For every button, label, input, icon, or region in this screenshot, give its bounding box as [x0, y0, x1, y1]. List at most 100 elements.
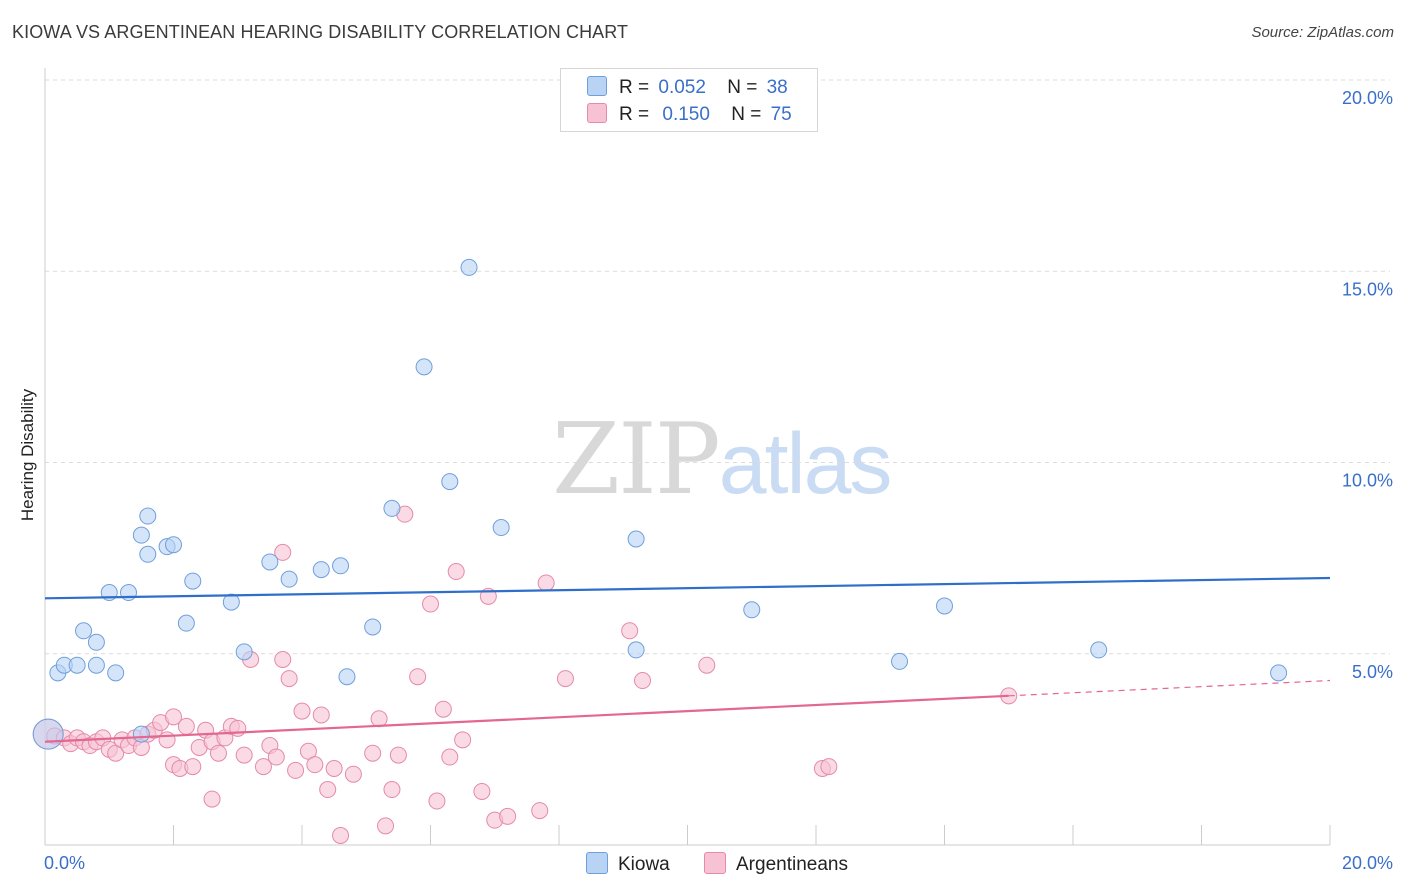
y-tick-label: 15.0% [1342, 279, 1393, 299]
kiowa-point [139, 507, 157, 525]
kiowa-point [132, 526, 150, 544]
argentineans-point [280, 670, 298, 688]
argentineans-point [820, 758, 838, 776]
kiowa-point [280, 570, 298, 588]
kiowa-point [261, 553, 279, 571]
argentineans-point [203, 790, 221, 808]
legend-n-value: 75 [770, 104, 792, 125]
argentineans-point [229, 719, 247, 737]
bottom-legend-kiowa-label: Kiowa [618, 854, 670, 875]
argentineans-point [441, 748, 459, 766]
argentineans-swatch [704, 852, 726, 874]
argentineans-point [267, 748, 285, 766]
argentineans-trend-line [44, 694, 1009, 743]
argentineans-point [274, 543, 292, 561]
argentineans-point [287, 761, 305, 779]
kiowa-swatch [586, 852, 608, 874]
argentineans-point [556, 670, 574, 688]
argentineans-point [177, 717, 195, 735]
legend-r-value: 0.150 [662, 104, 710, 125]
kiowa-point [627, 641, 645, 659]
argentineans-point [254, 758, 272, 776]
argentineans-point [312, 706, 330, 724]
x-tick-label: 20.0% [1342, 853, 1393, 873]
kiowa-point [165, 536, 182, 554]
y-axis-label: Hearing Disability [18, 388, 37, 522]
stats-legend: R = 0.052 N = 38 R = 0.150 N = 75 [560, 68, 818, 132]
argentineans-point [499, 807, 517, 825]
kiowa-point [1270, 664, 1288, 682]
argentineans-point [621, 622, 639, 640]
axes [44, 68, 1331, 846]
kiowa-point [338, 668, 356, 686]
kiowa-point [235, 643, 253, 661]
argentineans-point [158, 731, 176, 749]
kiowa-point [75, 622, 93, 640]
argentineans-point [454, 731, 472, 749]
argentineans-swatch [587, 103, 607, 123]
argentineans-point [634, 672, 652, 690]
kiowa-point [184, 572, 202, 590]
watermark-zip: ZIP [552, 403, 721, 517]
kiowa-point [139, 545, 157, 563]
chart-title: KIOWA VS ARGENTINEAN HEARING DISABILITY … [12, 22, 629, 42]
argentineans-point [447, 563, 465, 581]
bottom-legend-kiowa: Kiowa [586, 852, 670, 876]
argentineans-points [32, 505, 1018, 844]
argentineans-point [165, 708, 182, 726]
argentineans-trend-extension [1008, 679, 1331, 697]
argentineans-point [184, 758, 202, 776]
y-tick-label: 20.0% [1342, 88, 1393, 108]
watermark-atlas: atlas [718, 416, 893, 512]
legend-n-value: 38 [766, 77, 788, 98]
kiowa-point [460, 258, 478, 276]
kiowa-point [415, 358, 433, 376]
y-tick-label: 5.0% [1352, 662, 1393, 682]
kiowa-point [87, 656, 105, 674]
x-tick-label: 0.0% [44, 853, 85, 873]
argentineans-point [306, 756, 324, 774]
legend-row-argentineans: R = 0.150 N = 75 [587, 103, 792, 125]
kiowa-point [891, 652, 909, 670]
argentineans-point [537, 574, 555, 592]
kiowa-point [68, 656, 86, 674]
argentineans-point [293, 702, 311, 720]
source-label: Source: ZipAtlas.com [1251, 24, 1394, 41]
legend-row-kiowa: R = 0.052 N = 38 [587, 76, 788, 98]
kiowa-point [743, 601, 761, 619]
kiowa-point [1090, 641, 1108, 659]
legend-r-value: 0.052 [658, 77, 706, 98]
kiowa-point [492, 519, 510, 537]
bottom-legend-argentineans-label: Argentineans [736, 854, 848, 875]
kiowa-swatch [587, 76, 607, 96]
kiowa-point [177, 614, 195, 632]
legend-r-label: R = [619, 77, 650, 98]
kiowa-point [441, 473, 459, 491]
kiowa-point [312, 561, 330, 579]
argentineans-point [389, 746, 407, 764]
argentineans-point [274, 650, 292, 668]
argentineans-point [377, 817, 395, 835]
argentineans-point [409, 668, 427, 686]
argentineans-point [383, 781, 401, 799]
kiowa-point [32, 718, 64, 750]
legend-n-label: N = [731, 104, 762, 125]
grid-lines [45, 79, 1390, 655]
kiowa-point [936, 597, 953, 615]
kiowa-point [107, 664, 125, 682]
argentineans-point [428, 792, 446, 810]
legend-n-label: N = [727, 77, 758, 98]
trend-lines [44, 576, 1331, 743]
argentineans-point [364, 744, 382, 762]
kiowa-point [364, 618, 382, 636]
argentineans-point [325, 760, 343, 777]
argentineans-point [434, 700, 452, 718]
kiowa-point [627, 530, 645, 548]
y-tick-label: 10.0% [1342, 471, 1393, 491]
argentineans-point [422, 595, 439, 613]
argentineans-point [531, 802, 549, 820]
kiowa-point [87, 633, 105, 651]
argentineans-point [698, 656, 716, 674]
argentineans-point [209, 744, 227, 762]
